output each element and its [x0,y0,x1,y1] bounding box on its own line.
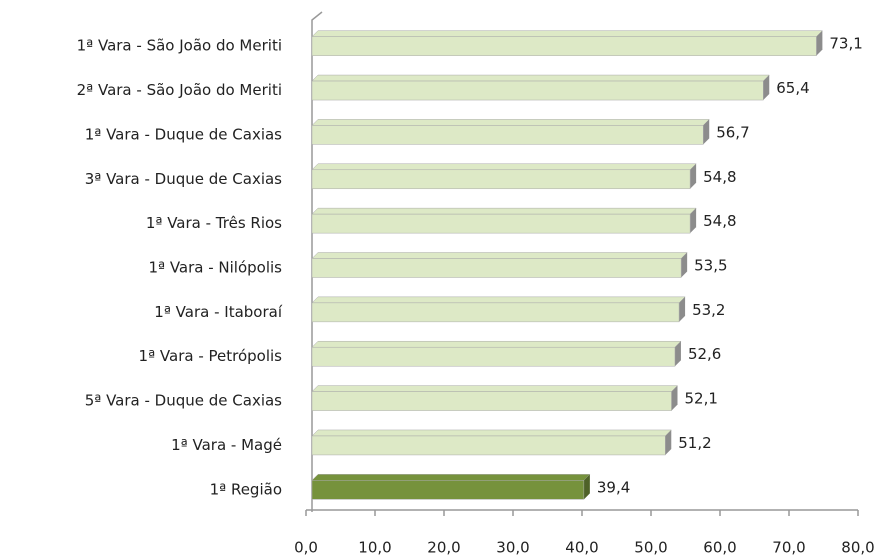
y-tick-label: 3ª Vara - Duque de Caxias [85,170,282,188]
value-label: 56,7 [716,123,749,141]
bar [311,302,680,323]
bar-top [311,296,686,304]
bar-side [674,341,681,367]
bar-top [311,119,710,126]
bar [311,169,691,190]
value-label: 39,4 [597,478,630,496]
value-label: 51,2 [678,434,711,452]
value-label: 52,6 [688,345,721,363]
y-tick-label: 1ª Vara - Itaboraí [154,303,283,321]
y-tick-label: 1ª Vara - Três Rios [146,214,282,232]
x-tick-label: 0,0 [294,539,318,557]
bar-side [816,30,823,56]
y-tick-label: 1ª Vara - Duque de Caxias [85,125,282,143]
bar-side [583,474,590,500]
bar [311,36,817,56]
value-label: 73,1 [829,35,862,53]
bar-top [311,74,770,82]
y-tick-label: 2ª Vara - São João do Meriti [77,81,282,99]
bar [311,435,666,456]
bar-side [671,385,678,411]
bar-side [703,119,710,145]
x-tick-label: 50,0 [634,539,667,557]
value-label: 54,8 [703,212,736,230]
x-tick-label: 20,0 [427,539,460,557]
y-tick-label: 1ª Região [210,480,282,498]
bar-top [311,252,688,259]
x-tick-label: 60,0 [703,539,736,557]
x-tick-label: 80,0 [841,539,874,557]
value-label: 65,4 [776,79,809,97]
bar-top [311,207,697,215]
x-tick-label: 30,0 [496,539,529,557]
bar-side [690,163,697,189]
bar [311,258,682,278]
bar [311,125,704,145]
y-tick-label: 5ª Vara - Duque de Caxias [85,392,282,410]
bar-top [311,429,672,437]
value-label: 52,1 [684,390,717,408]
x-tick-label: 40,0 [565,539,598,557]
bar-side [763,75,770,101]
bar [311,80,764,101]
y-tick-label: 1ª Vara - Nilópolis [148,259,282,277]
y-tick-label: 1ª Vara - Magé [171,436,282,454]
value-label: 53,2 [692,301,725,319]
bar [311,213,691,234]
bar-side [690,208,697,234]
value-label: 54,8 [703,168,736,186]
value-label: 53,5 [694,257,727,275]
y-tick-label: 1ª Vara - São João do Meriti [77,37,282,55]
bar-side [679,296,686,322]
x-tick-label: 10,0 [358,539,391,557]
bar [311,391,672,411]
bar-top [311,340,682,348]
bar [311,480,585,500]
bar-side [665,429,672,455]
y-tick-label: 1ª Vara - Petrópolis [139,347,283,365]
bar-top [311,163,697,171]
bar [311,346,676,367]
bar-side [681,252,688,278]
x-tick-label: 70,0 [772,539,805,557]
bar-top [311,30,823,37]
bar-top [311,474,591,481]
bar-top [311,385,679,392]
